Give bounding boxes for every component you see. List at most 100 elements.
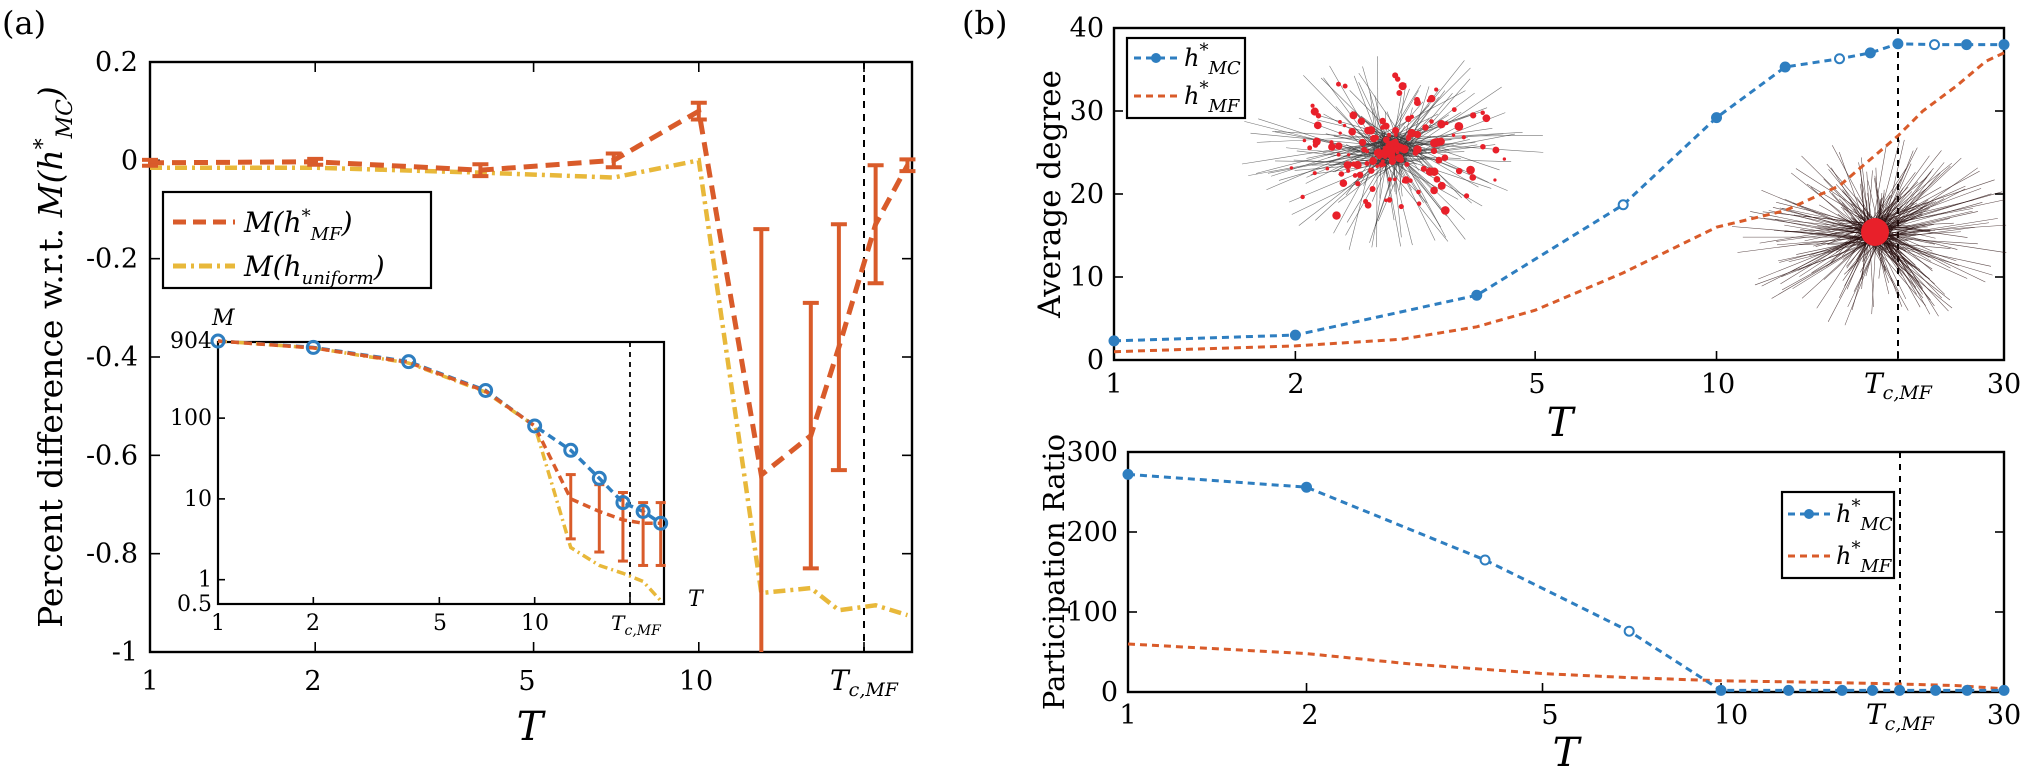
label-sub: MF	[1207, 96, 1240, 117]
legend-mf-text: M(h*MF)	[243, 206, 353, 245]
inset-mc-marker	[527, 418, 543, 434]
network-node	[1402, 176, 1410, 184]
network-node	[1455, 167, 1463, 175]
network-edge	[1392, 150, 1441, 228]
network-edge	[1402, 135, 1463, 199]
panel-b-bottom-ytick-label: 100	[1066, 597, 1118, 628]
network-node	[1425, 167, 1435, 176]
panel-b-bottom-xtick-5: 5	[1541, 700, 1558, 731]
panel-b-top-xtick-2: 2	[1287, 369, 1304, 400]
network-node	[1404, 161, 1410, 167]
inset-mc-marker	[591, 470, 607, 486]
b-bottom-mf-line	[1127, 642, 2005, 691]
inset-mc-marker	[635, 503, 651, 519]
panel-a-ylabel: Percent difference w.r.t. M(h*MC)	[31, 86, 78, 628]
network-node	[1480, 110, 1485, 116]
panel-a-ytick-label: -0.6	[86, 440, 138, 471]
panel-b-bottom-ytick-label: 200	[1066, 517, 1118, 548]
label-star: *	[1199, 40, 1208, 61]
network-node	[1312, 142, 1319, 148]
network-edge	[1879, 193, 1992, 230]
panel-a-ylabel-main: Percent difference w.r.t.	[31, 217, 70, 627]
network-edge	[1360, 115, 1396, 143]
panel-a-ytick-label: -1	[112, 637, 138, 668]
network-node	[1416, 189, 1421, 195]
network-edge	[1874, 175, 1884, 224]
network-edge	[1387, 153, 1492, 189]
network-edge	[1398, 155, 1461, 159]
label-star: *	[1851, 538, 1860, 559]
network-edge	[1875, 162, 1952, 225]
panel-b-bottom-series	[1122, 468, 2010, 696]
network-edge	[1815, 233, 1867, 247]
inset-mc-marker	[401, 354, 417, 370]
b-top-mf-line	[1113, 51, 2005, 354]
network-node	[1307, 145, 1313, 151]
network-edge	[1778, 240, 1874, 262]
network-edge	[1880, 234, 1935, 307]
panel-b-top-xtick-tc: Tc,MF	[1864, 367, 1933, 404]
b-bottom-mc-marker	[1894, 684, 1906, 696]
network-node	[1396, 90, 1403, 96]
network-node	[1502, 157, 1507, 161]
panel-b-top-ytick-label: 10	[1070, 262, 1104, 293]
network-edge	[1784, 224, 1868, 240]
panel-b-top-ylabel: Average degree	[1032, 70, 1068, 319]
network-node	[1370, 134, 1378, 143]
inset-ytick-label: 100	[170, 406, 212, 431]
label-star: *	[1851, 496, 1860, 517]
network-node	[1454, 122, 1464, 131]
network-edge	[1884, 227, 1939, 317]
panel-b-top-xtick-10: 10	[1701, 369, 1735, 400]
network-edge	[1779, 235, 1879, 263]
network-node	[1414, 96, 1420, 103]
network-edge	[1846, 236, 1870, 290]
network-node	[1437, 181, 1446, 190]
panel-b-bottom-ylabel: Participation Ratio	[1037, 434, 1071, 710]
network-edge	[1827, 223, 1869, 245]
network-node	[1313, 121, 1322, 130]
panel-b-top-ytick-label: 40	[1070, 13, 1104, 44]
panel-a-label: (a)	[2, 4, 46, 42]
panel-b-top-xlabel: T	[1547, 400, 1577, 446]
network-edge	[1791, 172, 1867, 233]
b-bottom-mc-marker	[1998, 684, 2010, 696]
panel-b-bottom-xtick-2: 2	[1301, 700, 1318, 731]
b-bottom-mc-marker	[1866, 684, 1878, 696]
panel-b-top-xtick-5: 5	[1528, 369, 1545, 400]
network-node	[1371, 157, 1376, 162]
network-edge	[1404, 86, 1430, 164]
network-edge	[1879, 237, 1978, 245]
legend-b-top-mf-text: h*MF	[1184, 78, 1241, 117]
inset-ytick-label: 1	[198, 568, 212, 593]
network-node	[1302, 138, 1307, 143]
panel-a-legend-box	[161, 190, 433, 290]
b-top-mc-line	[1113, 42, 2004, 343]
network-node	[1469, 174, 1477, 181]
inset-ytick-label: 0.5	[177, 592, 212, 617]
network-edge	[1784, 227, 1876, 233]
network-edge	[1394, 157, 1436, 241]
network-node	[1356, 171, 1364, 179]
network-node	[1368, 167, 1375, 174]
b-top-mc-marker	[1617, 199, 1629, 211]
panel-a-ytick-label: -0.4	[86, 342, 138, 373]
network-node	[1422, 124, 1429, 131]
label-sub: MC	[1207, 58, 1240, 79]
network-node	[1451, 133, 1456, 137]
network-edge	[1404, 134, 1412, 153]
panel-b-label: (b)	[962, 4, 1007, 42]
network-illustration-low-T	[1241, 56, 1544, 250]
network-node	[1492, 146, 1500, 154]
label-base: h	[1836, 542, 1851, 570]
network-edge	[1391, 139, 1470, 157]
network-edge	[1847, 235, 1883, 308]
label-base: M(h	[243, 250, 302, 283]
inset-series	[210, 333, 669, 602]
panel-a-xlabel: T	[517, 704, 547, 750]
panel-b-top-xtick-1: 1	[1105, 369, 1122, 400]
network-node	[1357, 117, 1366, 126]
network-node	[1312, 171, 1317, 176]
panel-b-bottom-yticks: 0 100 200 300	[1066, 437, 2005, 708]
network-edge	[1880, 228, 1958, 250]
